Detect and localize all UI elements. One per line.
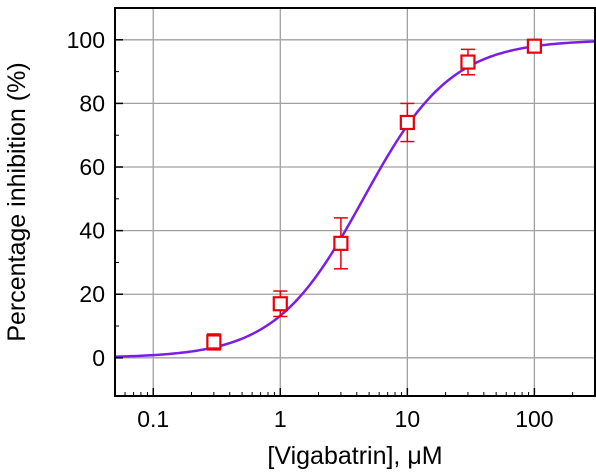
y-axis-ticks: 0 20 40 60 80 100 — [67, 27, 123, 371]
x-tick-label: 1 — [274, 406, 287, 432]
y-tick-label: 20 — [79, 281, 105, 307]
y-tick-label: 100 — [67, 27, 105, 53]
y-tick-label: 80 — [79, 90, 105, 116]
x-tick-label: 100 — [515, 406, 553, 432]
x-axis-title: [Vigabatrin], μM — [267, 442, 442, 470]
y-tick-label: 0 — [92, 345, 105, 371]
plot-frame — [114, 7, 596, 397]
x-tick-label: 0.1 — [137, 406, 169, 432]
data-point-marker — [399, 114, 415, 131]
x-axis-ticks: 0.1 1 10 100 — [114, 388, 596, 432]
y-tick-label: 40 — [79, 218, 105, 244]
data-points-group — [206, 38, 542, 351]
data-point-marker — [272, 296, 288, 312]
data-point-marker — [526, 38, 542, 54]
fit-curve — [114, 40, 596, 358]
data-point-marker — [460, 54, 476, 70]
grid-lines — [115, 8, 595, 396]
y-tick-label: 60 — [79, 154, 105, 180]
x-tick-label: 10 — [395, 406, 421, 432]
data-point-marker — [206, 334, 222, 350]
data-point-marker — [333, 235, 349, 251]
y-axis-title: Percentage inhibition (%) — [3, 62, 31, 341]
fit-curve-group — [114, 40, 596, 358]
